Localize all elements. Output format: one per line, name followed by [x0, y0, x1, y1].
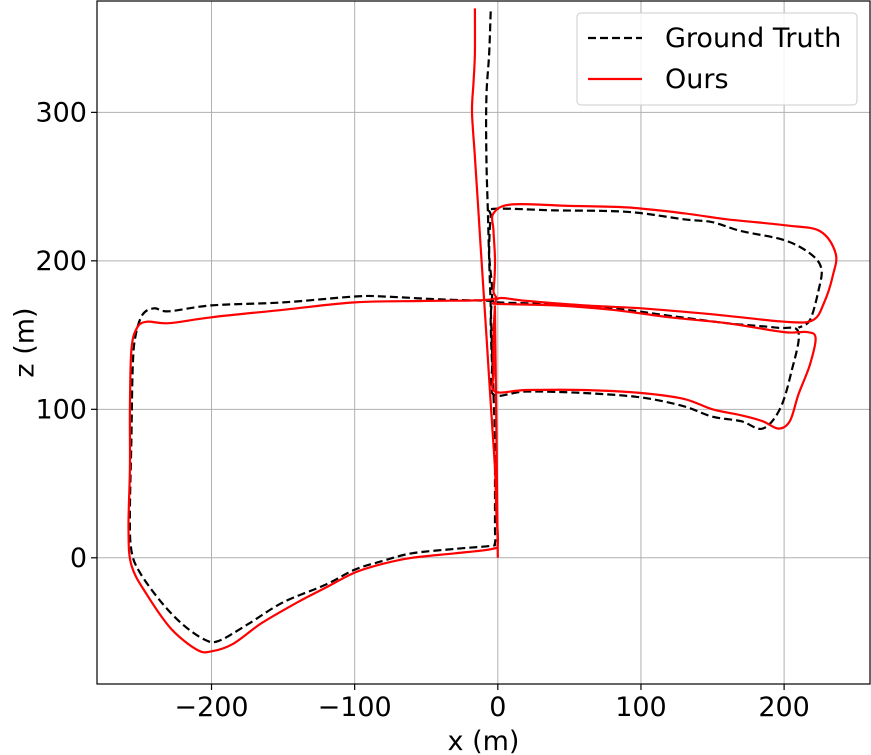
series-line-ground-truth [128, 11, 823, 644]
x-axis-ticks: −200 −100 0 100 200 [174, 684, 810, 723]
legend-label-ours: Ours [665, 64, 729, 95]
series-layer [127, 8, 838, 654]
plot-frame [96, 0, 871, 685]
legend-label-ground-truth: Ground Truth [665, 23, 841, 54]
x-tick-label: 200 [758, 692, 810, 723]
series-line-ours [127, 8, 838, 654]
y-axis-label: z (m) [9, 307, 40, 377]
x-axis-label: x (m) [448, 726, 520, 755]
x-tick-label: −200 [174, 692, 248, 723]
series-segment-ours-return [493, 305, 499, 558]
y-tick-label: 200 [35, 246, 87, 277]
legend-box [576, 12, 858, 106]
y-tick-label: 100 [35, 394, 87, 425]
grid-lines [97, 1, 870, 684]
y-tick-label: 0 [70, 543, 87, 574]
y-tick-label: 300 [35, 97, 87, 128]
x-tick-label: 0 [489, 692, 506, 723]
y-axis-ticks: 0 100 200 300 [35, 97, 97, 574]
legend: Ground Truth Ours [576, 12, 858, 106]
x-tick-label: 100 [615, 692, 667, 723]
x-tick-label: −100 [318, 692, 392, 723]
